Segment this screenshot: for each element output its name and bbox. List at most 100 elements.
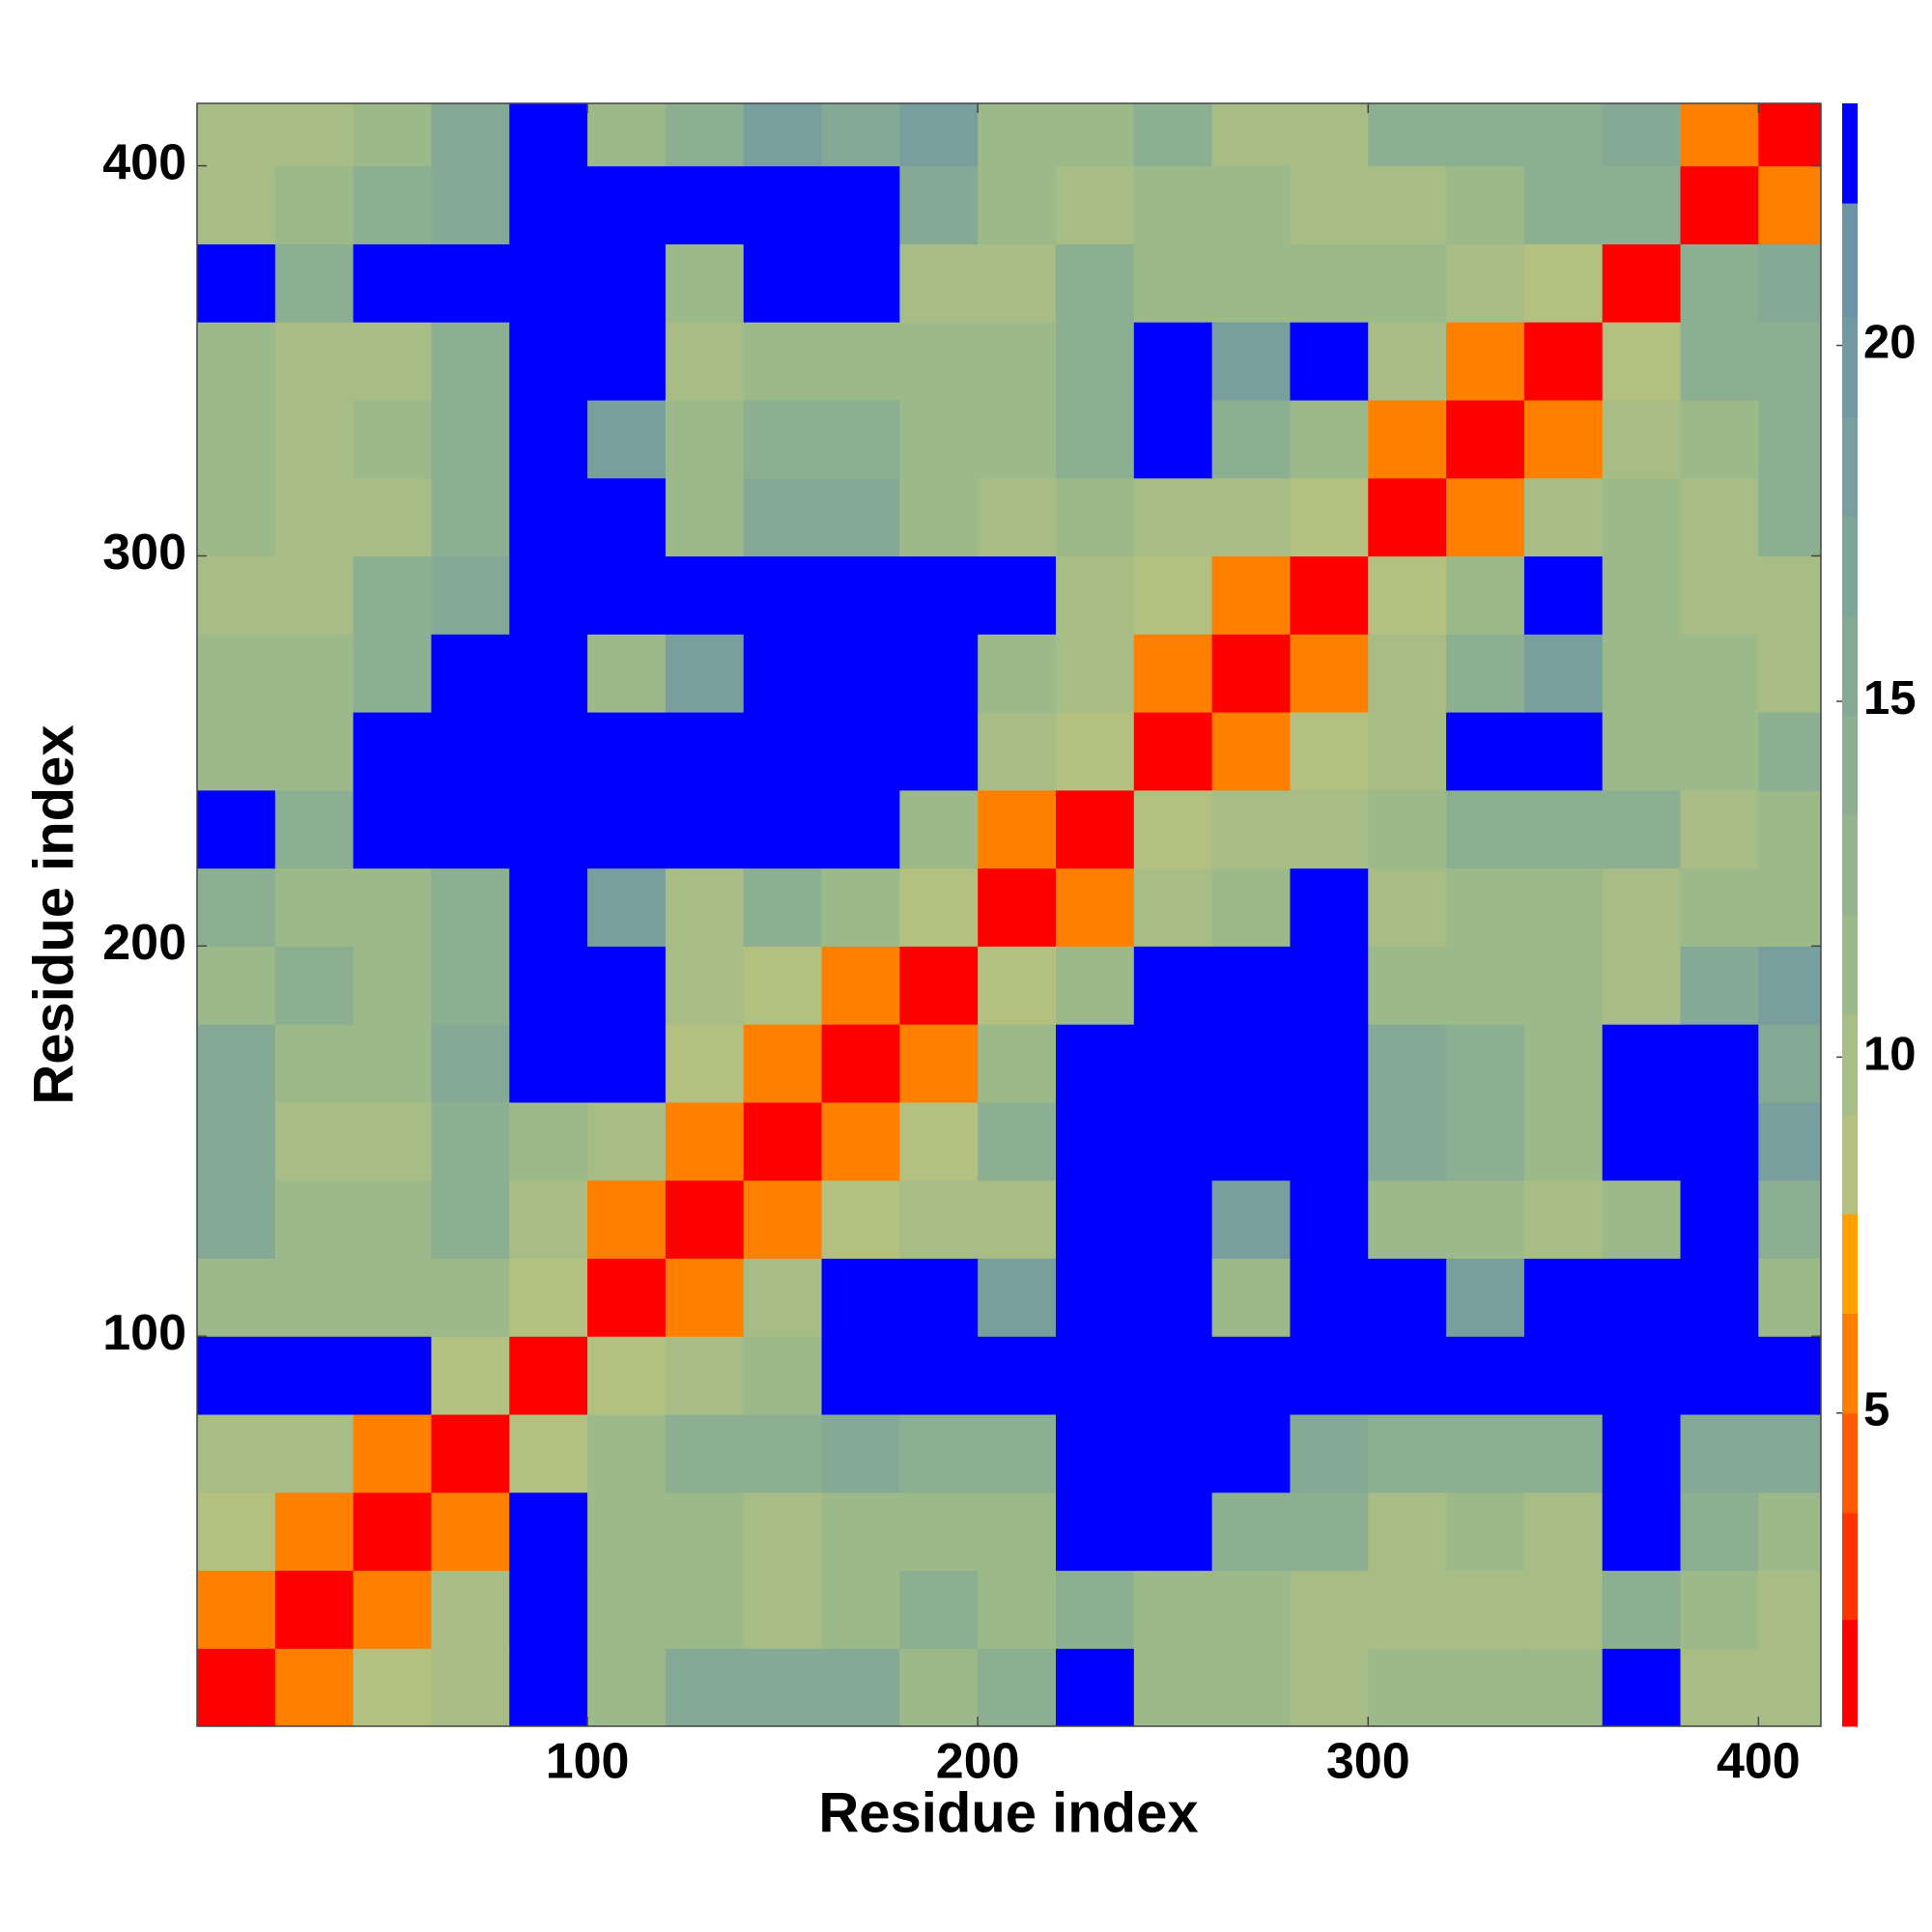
heatmap-cell bbox=[978, 1101, 1057, 1181]
heatmap-cell bbox=[978, 789, 1057, 869]
heatmap-cell bbox=[1211, 1024, 1292, 1103]
heatmap-cell bbox=[1368, 1101, 1447, 1181]
heatmap-cell bbox=[587, 634, 667, 713]
heatmap-cell bbox=[587, 1258, 667, 1337]
heatmap-cell bbox=[1368, 1336, 1447, 1415]
heatmap-cell bbox=[274, 399, 355, 479]
heatmap-cell bbox=[1680, 1101, 1759, 1181]
heatmap-cell bbox=[899, 1179, 979, 1259]
heatmap-cell bbox=[1523, 1648, 1604, 1726]
heatmap-cell bbox=[1602, 1413, 1682, 1493]
heatmap-cell bbox=[509, 712, 588, 791]
heatmap-cell bbox=[1055, 399, 1135, 479]
heatmap-cell bbox=[1680, 1492, 1759, 1572]
heatmap-cell bbox=[431, 1336, 510, 1415]
heatmap-cell bbox=[587, 1570, 667, 1649]
heatmap-cell bbox=[665, 243, 745, 323]
heatmap-cell bbox=[1368, 243, 1447, 323]
heatmap-cell bbox=[743, 1336, 823, 1415]
heatmap-cell bbox=[665, 1101, 745, 1181]
heatmap-cell bbox=[978, 1179, 1057, 1259]
heatmap-cell bbox=[665, 789, 745, 869]
heatmap-cell bbox=[743, 867, 823, 947]
heatmap-cell bbox=[821, 1336, 900, 1415]
heatmap-cell bbox=[587, 399, 667, 479]
heatmap-cell bbox=[431, 867, 510, 947]
heatmap-cell bbox=[1290, 165, 1369, 244]
heatmap-cell bbox=[1133, 1024, 1213, 1103]
heatmap-cell bbox=[1680, 1648, 1759, 1726]
heatmap-cell bbox=[1446, 1570, 1525, 1649]
colorbar-segment bbox=[1842, 1619, 1858, 1727]
heatmap-cell bbox=[1602, 555, 1682, 635]
heatmap-cell bbox=[821, 322, 900, 401]
heatmap-cell bbox=[1758, 243, 1821, 323]
heatmap-cell bbox=[1602, 867, 1682, 947]
heatmap-cell bbox=[1680, 477, 1759, 557]
heatmap-cell bbox=[821, 477, 900, 557]
heatmap-cell bbox=[1133, 1492, 1213, 1572]
heatmap-cell bbox=[1133, 555, 1213, 635]
heatmap-cell bbox=[274, 867, 355, 947]
heatmap-cell bbox=[1211, 322, 1292, 401]
heatmap-cell bbox=[1290, 712, 1369, 791]
heatmap-cell bbox=[1523, 555, 1604, 635]
heatmap-cell bbox=[743, 946, 823, 1025]
heatmap-cell bbox=[1133, 712, 1213, 791]
y-axis-label: Residue index bbox=[22, 724, 85, 1104]
heatmap-cell bbox=[1055, 946, 1135, 1025]
heatmap-cell bbox=[665, 712, 745, 791]
heatmap-cell bbox=[978, 867, 1057, 947]
heatmap-cell bbox=[353, 867, 433, 947]
heatmap-cell bbox=[978, 1336, 1057, 1415]
heatmap-cell bbox=[1680, 165, 1759, 244]
heatmap-cell bbox=[1446, 1258, 1525, 1337]
heatmap-cell bbox=[587, 103, 667, 167]
heatmap-cell bbox=[587, 789, 667, 869]
heatmap-cell bbox=[1446, 477, 1525, 557]
heatmap-cell bbox=[1211, 1570, 1292, 1649]
heatmap-cell bbox=[509, 946, 588, 1025]
heatmap-cell bbox=[1523, 1413, 1604, 1493]
heatmap-cell bbox=[743, 1648, 823, 1726]
heatmap-cell bbox=[431, 165, 510, 244]
heatmap-cell bbox=[1290, 867, 1369, 947]
heatmap-cell bbox=[1446, 399, 1525, 479]
heatmap-cell bbox=[197, 1492, 276, 1572]
heatmap-cell bbox=[1680, 712, 1759, 791]
heatmap-cell bbox=[353, 1570, 433, 1649]
heatmap-cell bbox=[1290, 1258, 1369, 1337]
heatmap-cell bbox=[197, 243, 276, 323]
x-axis-label: Residue index bbox=[818, 1781, 1198, 1844]
heatmap-cell bbox=[509, 555, 588, 635]
heatmap-cell bbox=[1602, 322, 1682, 401]
heatmap-cell bbox=[1211, 867, 1292, 947]
heatmap-cell bbox=[1055, 322, 1135, 401]
heatmap-cell bbox=[1523, 165, 1604, 244]
heatmap-cell bbox=[978, 555, 1057, 635]
heatmap-cell bbox=[1290, 1648, 1369, 1726]
heatmap-cell bbox=[821, 634, 900, 713]
heatmap-cell bbox=[1211, 1101, 1292, 1181]
heatmap-cell bbox=[1523, 399, 1604, 479]
heatmap-cell bbox=[978, 1024, 1057, 1103]
heatmap-cell bbox=[665, 322, 745, 401]
heatmap-cell bbox=[1055, 1258, 1135, 1337]
heatmap-cell bbox=[1133, 322, 1213, 401]
heatmap-cell bbox=[197, 946, 276, 1025]
heatmap-cell bbox=[431, 477, 510, 557]
heatmap-cell bbox=[665, 399, 745, 479]
heatmap-cell bbox=[1602, 789, 1682, 869]
heatmap-cell bbox=[197, 789, 276, 869]
heatmap-cell bbox=[353, 1258, 433, 1337]
heatmap-cell bbox=[1368, 399, 1447, 479]
heatmap-cell bbox=[274, 477, 355, 557]
heatmap-cell bbox=[899, 555, 979, 635]
heatmap-cell bbox=[1446, 712, 1525, 791]
heatmap-cell bbox=[353, 1336, 433, 1415]
heatmap-cell bbox=[274, 946, 355, 1025]
heatmap-cell bbox=[1602, 477, 1682, 557]
heatmap-cell bbox=[431, 1258, 510, 1337]
heatmap-cell bbox=[1133, 1258, 1213, 1337]
heatmap-cell bbox=[743, 1258, 823, 1337]
